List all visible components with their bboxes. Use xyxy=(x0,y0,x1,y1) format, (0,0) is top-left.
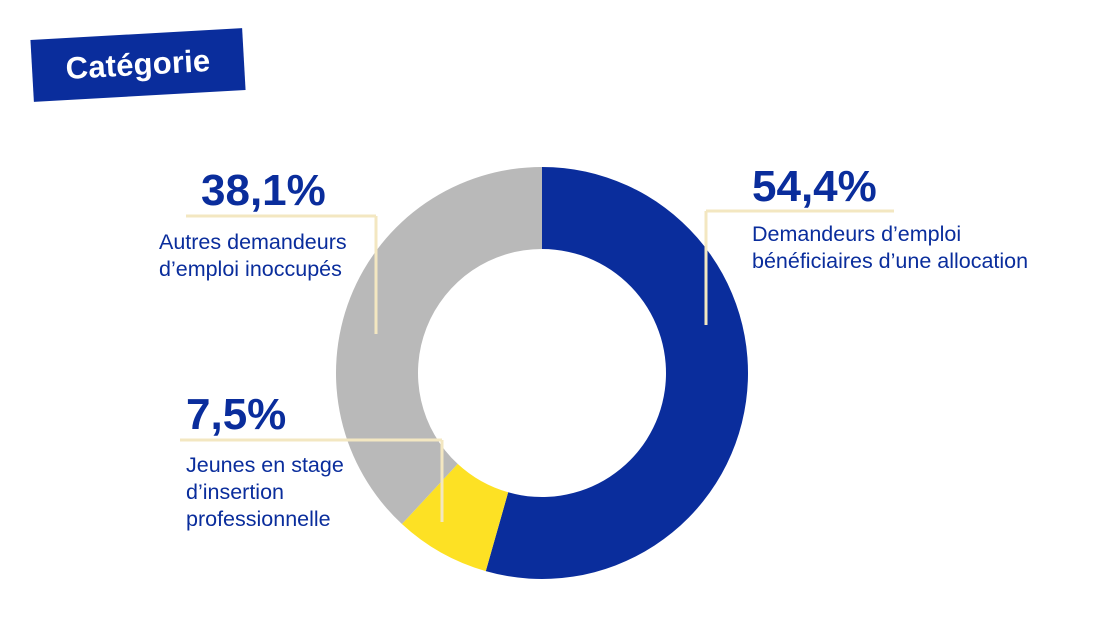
category-label-demandeurs-d-emploi-beneficiaires-d-une-allocation-line-1: Demandeurs d’emploi xyxy=(752,222,961,246)
donut-slice-jeunes-en-stage-d-insertion-professionnelle xyxy=(401,463,509,572)
category-label-autres-demandeurs-d-emploi-inoccupes-line-1: Autres demandeurs xyxy=(159,230,347,254)
donut-slice-demandeurs-d-emploi-beneficiaires-d-une-allocation xyxy=(485,167,749,580)
category-label-jeunes-en-stage-d-insertion-professionnelle-line-1: Jeunes en stage xyxy=(186,453,344,477)
donut-slice-autres-demandeurs-d-emploi-inoccupes xyxy=(335,167,542,525)
data-label-jeunes-en-stage-d-insertion-professionnelle: 7,5% xyxy=(186,390,286,439)
data-label-autres-demandeurs-d-emploi-inoccupes: 38,1% xyxy=(201,166,326,215)
category-label-jeunes-en-stage-d-insertion-professionnelle-line-2: d’insertion xyxy=(186,480,284,504)
data-label-demandeurs-d-emploi-beneficiaires-d-une-allocation: 54,4% xyxy=(752,162,877,211)
category-label-jeunes-en-stage-d-insertion-professionnelle-line-3: professionnelle xyxy=(186,507,331,531)
category-label-autres-demandeurs-d-emploi-inoccupes-line-2: d’emploi inoccupés xyxy=(159,257,342,281)
category-label-demandeurs-d-emploi-beneficiaires-d-une-allocation-line-2: bénéficiaires d’une allocation xyxy=(752,249,1028,273)
